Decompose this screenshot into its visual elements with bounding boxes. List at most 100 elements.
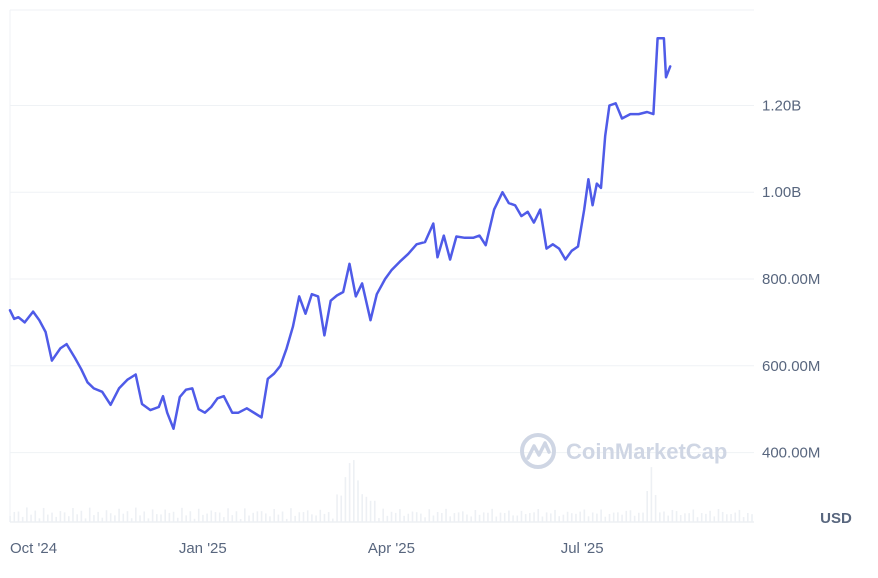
volume-bar [650,467,653,522]
volume-bar [353,460,355,522]
data-point [118,387,120,390]
volume-bar [55,516,58,522]
volume-bar [466,514,468,522]
data-point [604,135,606,137]
data-point [443,234,445,237]
data-point [493,208,495,211]
volume-bar [181,507,183,522]
x-tick-label: Apr '25 [368,540,415,557]
data-point [216,397,219,400]
volume-bar [231,515,234,522]
volume-bar [51,512,53,522]
volume-bar [281,511,284,522]
y-tick-label: 800.00M [762,271,820,288]
data-point [134,373,137,376]
volume-bar [42,507,45,522]
data-point [267,378,269,380]
volume-bar [285,518,288,522]
volume-bar [436,511,439,522]
volume-bar [470,516,472,522]
data-point [23,321,26,324]
volume-bar [386,515,389,522]
volume-bar [277,514,280,522]
volume-bar [524,514,527,522]
data-point [93,387,95,390]
data-point [185,388,187,391]
data-point [191,387,194,390]
volume-bar [747,513,749,522]
data-point [342,291,345,293]
volume-bar [59,511,62,522]
data-point [210,406,212,408]
data-point [9,309,11,312]
volume-bar [575,513,577,522]
data-point [254,412,256,415]
volume-bar [734,512,737,522]
volume-bar [319,509,322,522]
data-point [656,37,659,39]
volume-bar [9,516,11,522]
volume-bar [403,515,405,522]
data-point [179,396,181,398]
volume-bar [105,510,108,522]
data-point [384,278,386,280]
data-point [162,395,164,398]
volume-bar [541,516,544,522]
data-point [141,403,143,405]
volume-bar [63,512,66,522]
grid-lines [9,9,754,523]
data-point [323,334,326,337]
volume-bar [621,514,623,522]
data-point [545,247,548,250]
volume-bar [726,514,728,522]
data-point [197,408,200,411]
volume-bar [516,515,519,522]
volume-bar [529,513,531,522]
volume-bar [114,515,116,522]
volume-bar [420,513,422,522]
volume-bar [189,511,192,522]
volume-bar [365,496,368,522]
data-point [65,343,68,345]
data-point [279,365,282,367]
data-point [298,295,301,298]
data-point [614,102,617,105]
data-point [317,295,319,298]
volume-bar [696,517,699,522]
volume-bar [608,513,611,522]
volume-bar [193,518,196,522]
volume-bar [185,515,187,522]
volume-bar [168,512,171,522]
volume-bar [638,512,640,522]
data-point [637,113,640,115]
data-point [399,260,401,263]
data-point [292,325,294,328]
volume-bar [218,512,221,522]
volume-bar [80,510,83,522]
volume-bar [273,508,275,522]
volume-bar [411,511,414,522]
volume-bar [151,509,154,522]
data-point [158,406,160,408]
volume-bar [591,512,594,522]
data-point [407,253,410,255]
data-point [455,235,458,238]
data-point [17,316,20,319]
data-point [376,293,378,296]
volume-bar [311,514,313,522]
volume-bar [172,511,175,522]
data-point [600,187,602,189]
data-point [311,293,313,296]
volume-bar [688,513,690,522]
volume-bar [612,512,615,522]
data-point [329,299,332,302]
data-point [204,411,206,414]
volume-bar [394,512,397,522]
coinmarketcap-logo-icon [520,433,556,469]
data-point [336,294,338,297]
data-point [32,310,34,313]
volume-bar [210,510,213,522]
volume-bar [424,517,426,522]
volume-bar [738,509,741,522]
volume-bar [512,515,514,522]
